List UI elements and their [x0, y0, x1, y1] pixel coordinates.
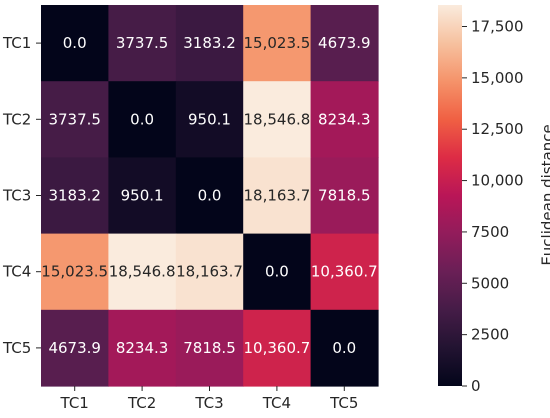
heatmap-cell — [108, 81, 177, 158]
colorbar-tick-label: 15,000 — [471, 69, 524, 87]
cell-value-label: 10,360.7 — [311, 263, 378, 281]
colorbar: 0 2500 5000 7500 10,000 12,500 15,000 17,500 — [438, 5, 524, 395]
cell-value-label: 7818.5 — [183, 339, 236, 357]
cell-value-label: 15,023.5 — [41, 263, 108, 281]
cell-value-label: 4673.9 — [48, 339, 101, 357]
colorbar-tick-label: 17,500 — [471, 18, 524, 36]
cell-value-label: 0.0 — [130, 110, 154, 128]
colorbar-tick-label: 0 — [471, 377, 481, 395]
heatmap-cell — [310, 81, 379, 158]
heatmap-cell — [108, 309, 177, 387]
cell-value-label: 7818.5 — [318, 187, 371, 205]
cell-value-label: 950.1 — [188, 110, 231, 128]
colorbar-gradient — [438, 5, 462, 386]
x-axis: TC1 TC2 TC3 TC4 TC5 — [60, 386, 358, 412]
cell-value-label: 3737.5 — [116, 34, 169, 52]
heatmap-cell — [41, 233, 109, 311]
colorbar-label: Euclidean distance — [539, 124, 550, 265]
y-tick-label: TC1 — [2, 34, 31, 52]
x-tick-label: TC5 — [329, 394, 358, 412]
colorbar-tick-label: 7500 — [471, 223, 509, 241]
cell-value-label: 0.0 — [63, 34, 87, 52]
heatmap-cell — [41, 5, 109, 82]
x-tick-label: TC1 — [60, 394, 89, 412]
cell-value-label: 18,546.8 — [109, 263, 176, 281]
cell-value-label: 0.0 — [265, 263, 289, 281]
cell-value-label: 18,163.7 — [176, 263, 243, 281]
cell-value-label: 10,360.7 — [244, 339, 311, 357]
heatmap-cell — [175, 5, 244, 82]
heatmap-cell — [108, 157, 177, 235]
x-tick-label: TC3 — [194, 394, 223, 412]
colorbar-tick-label: 2500 — [471, 326, 509, 344]
cell-value-label: 3183.2 — [183, 34, 236, 52]
cell-value-label: 3183.2 — [48, 187, 101, 205]
cell-value-label: 4673.9 — [318, 34, 371, 52]
x-tick-label: TC2 — [127, 394, 156, 412]
heatmap-cell — [108, 233, 177, 311]
heatmap-cell — [41, 81, 109, 158]
cell-value-label: 8234.3 — [116, 339, 169, 357]
cell-value-label: 8234.3 — [318, 110, 371, 128]
heatmap-cell — [310, 233, 379, 311]
colorbar-tick-label: 10,000 — [471, 172, 524, 190]
y-axis: TC1 TC2 TC3 TC4 TC5 — [2, 34, 41, 357]
heatmap-cell — [310, 5, 379, 82]
y-tick-label: TC2 — [2, 110, 31, 128]
heatmap-cell — [243, 157, 312, 235]
cell-value-label: 18,163.7 — [244, 187, 311, 205]
heatmap-cell — [243, 309, 312, 387]
heatmap-cell — [41, 157, 109, 235]
cell-value-label: 0.0 — [332, 339, 356, 357]
heatmap-cell — [243, 233, 312, 311]
cell-value-label: 950.1 — [121, 187, 164, 205]
cell-value-label: 3737.5 — [48, 110, 101, 128]
cell-value-label: 18,546.8 — [244, 110, 311, 128]
heatmap-cell — [310, 157, 379, 235]
x-tick-label: TC4 — [262, 394, 291, 412]
heatmap-cell — [175, 157, 244, 235]
cell-value-label: 15,023.5 — [244, 34, 311, 52]
heatmap-cell — [175, 233, 244, 311]
heatmap-cells — [41, 5, 379, 387]
colorbar-tick-label: 12,500 — [471, 120, 524, 138]
heatmap-cell — [175, 81, 244, 158]
cell-value-label: 0.0 — [198, 187, 222, 205]
heatmap-cell — [243, 81, 312, 158]
heatmap-cell — [108, 5, 177, 82]
y-tick-label: TC3 — [2, 187, 31, 205]
heatmap-value-labels: 0.0 3737.5 3183.2 15,023.5 4673.9 3737.5 0.0 95… — [41, 34, 377, 357]
colorbar-tick-label: 5000 — [471, 274, 509, 292]
y-tick-label: TC5 — [2, 339, 31, 357]
heatmap-cell — [310, 309, 379, 387]
heatmap-cell — [175, 309, 244, 387]
heatmap-cell — [41, 309, 109, 387]
heatmap-cell — [243, 5, 312, 82]
y-tick-label: TC4 — [2, 263, 31, 281]
